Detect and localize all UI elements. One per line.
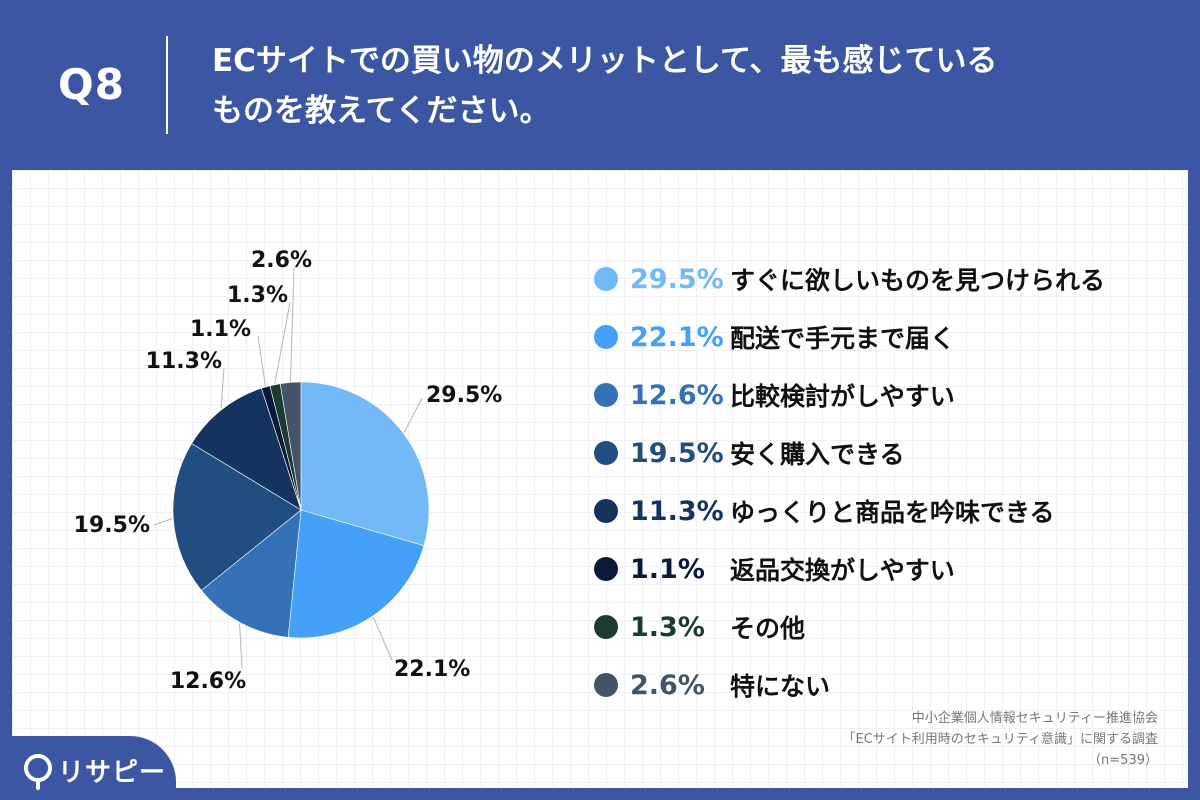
legend-percentage: 19.5% xyxy=(630,437,724,469)
legend-percentage: 12.6% xyxy=(630,379,724,411)
chart-legend: 29.5% すぐに欲しいものを見つけられる 22.1% 配送で手元まで届く 12.6% 比… xyxy=(594,250,1105,714)
legend-label: 比較検討がしやすい xyxy=(730,382,955,411)
legend-item: 29.5% すぐに欲しいものを見つけられる xyxy=(594,250,1105,308)
pie-leader-line xyxy=(403,397,423,433)
legend-swatch xyxy=(594,673,618,697)
legend-swatch xyxy=(594,557,618,581)
pie-chart: 29.5% 22.1% 12.6% 19.5% 11.3% 1.1% 1.3% 2.6% xyxy=(74,248,503,694)
legend-swatch xyxy=(594,441,618,465)
legend-item: 2.6% 特にない xyxy=(594,656,1105,714)
legend-label: すぐに欲しいものを見つけられる xyxy=(730,266,1106,295)
legend-swatch xyxy=(594,383,618,407)
legend-label: 安く購入できる xyxy=(730,440,905,469)
survey-source: 中小企業個人情報セキュリティー推進協会 「ECサイト利用時のセキュリティ意識」に… xyxy=(842,708,1158,771)
pie-slice xyxy=(172,443,302,591)
pie-data-label: 19.5% xyxy=(74,513,150,538)
pie-data-label: 22.1% xyxy=(394,657,470,682)
pie-leader-line xyxy=(289,267,295,382)
legend-item: 12.6% 比較検討がしやすい xyxy=(594,366,1105,424)
legend-item: 11.3% ゆっくりと商品を吟味できる xyxy=(594,482,1105,540)
legend-label: 配送で手元まで届く xyxy=(730,324,956,353)
pie-slice xyxy=(300,381,430,547)
pie-leader-line xyxy=(257,335,266,387)
legend-item: 1.1% 返品交換がしやすい xyxy=(594,540,1105,598)
legend-swatch xyxy=(594,325,618,349)
source-line-3: （n=539） xyxy=(1088,753,1158,768)
question-number: Q8 xyxy=(58,60,125,109)
legend-label: その他 xyxy=(730,614,806,643)
legend-percentage: 1.1% xyxy=(630,553,705,585)
pie-leader-line xyxy=(274,301,291,384)
header: Q8 ECサイトでの買い物のメリットとして、最も感じている ものを教えてください… xyxy=(0,0,1200,170)
pie-leader-line xyxy=(220,367,225,409)
legend-item: 19.5% 安く購入できる xyxy=(594,424,1105,482)
legend-label: 返品交換がしやすい xyxy=(730,556,955,585)
pie-slice xyxy=(287,509,425,639)
pie-data-label: 11.3% xyxy=(146,349,222,374)
legend-percentage: 22.1% xyxy=(630,321,724,353)
header-divider xyxy=(166,36,168,134)
legend-label: 特にない xyxy=(730,672,831,701)
source-line-2: 「ECサイト利用時のセキュリティ意識」に関する調査 xyxy=(842,732,1158,747)
legend-percentage: 11.3% xyxy=(630,495,724,527)
logo-text: リサピー xyxy=(58,758,167,788)
pie-leader-line xyxy=(239,623,243,669)
pie-leader-line xyxy=(372,616,393,661)
legend-swatch xyxy=(594,499,618,523)
pin-icon xyxy=(24,754,52,790)
pie-slice xyxy=(279,381,302,511)
question-title-line-1: ECサイトでの買い物のメリットとして、最も感じている xyxy=(212,43,998,79)
pie-slice xyxy=(191,387,302,511)
pie-leader-line xyxy=(153,518,173,526)
legend-swatch xyxy=(594,615,618,639)
legend-percentage: 2.6% xyxy=(630,669,705,701)
pie-slice xyxy=(200,509,302,638)
question-title-line-2: ものを教えてください。 xyxy=(212,93,551,129)
pie-data-label: 2.6% xyxy=(251,248,312,273)
logo: リサピー xyxy=(0,736,176,800)
legend-label: ゆっくりと商品を吟味できる xyxy=(730,498,1055,527)
pie-data-label: 1.1% xyxy=(190,317,251,342)
source-line-1: 中小企業個人情報セキュリティー推進協会 xyxy=(911,711,1158,726)
legend-swatch xyxy=(594,267,618,291)
legend-item: 1.3% その他 xyxy=(594,598,1105,656)
pie-data-label: 1.3% xyxy=(227,283,288,308)
chart-panel: 29.5% 22.1% 12.6% 19.5% 11.3% 1.1% 1.3% 2.6% 29… xyxy=(12,170,1188,788)
pie-data-label: 29.5% xyxy=(426,383,502,408)
question-title: ECサイトでの買い物のメリットとして、最も感じている ものを教えてください。 xyxy=(212,36,1172,136)
legend-percentage: 1.3% xyxy=(630,611,705,643)
legend-item: 22.1% 配送で手元まで届く xyxy=(594,308,1105,366)
pie-data-label: 12.6% xyxy=(170,669,246,694)
legend-percentage: 29.5% xyxy=(630,263,724,295)
